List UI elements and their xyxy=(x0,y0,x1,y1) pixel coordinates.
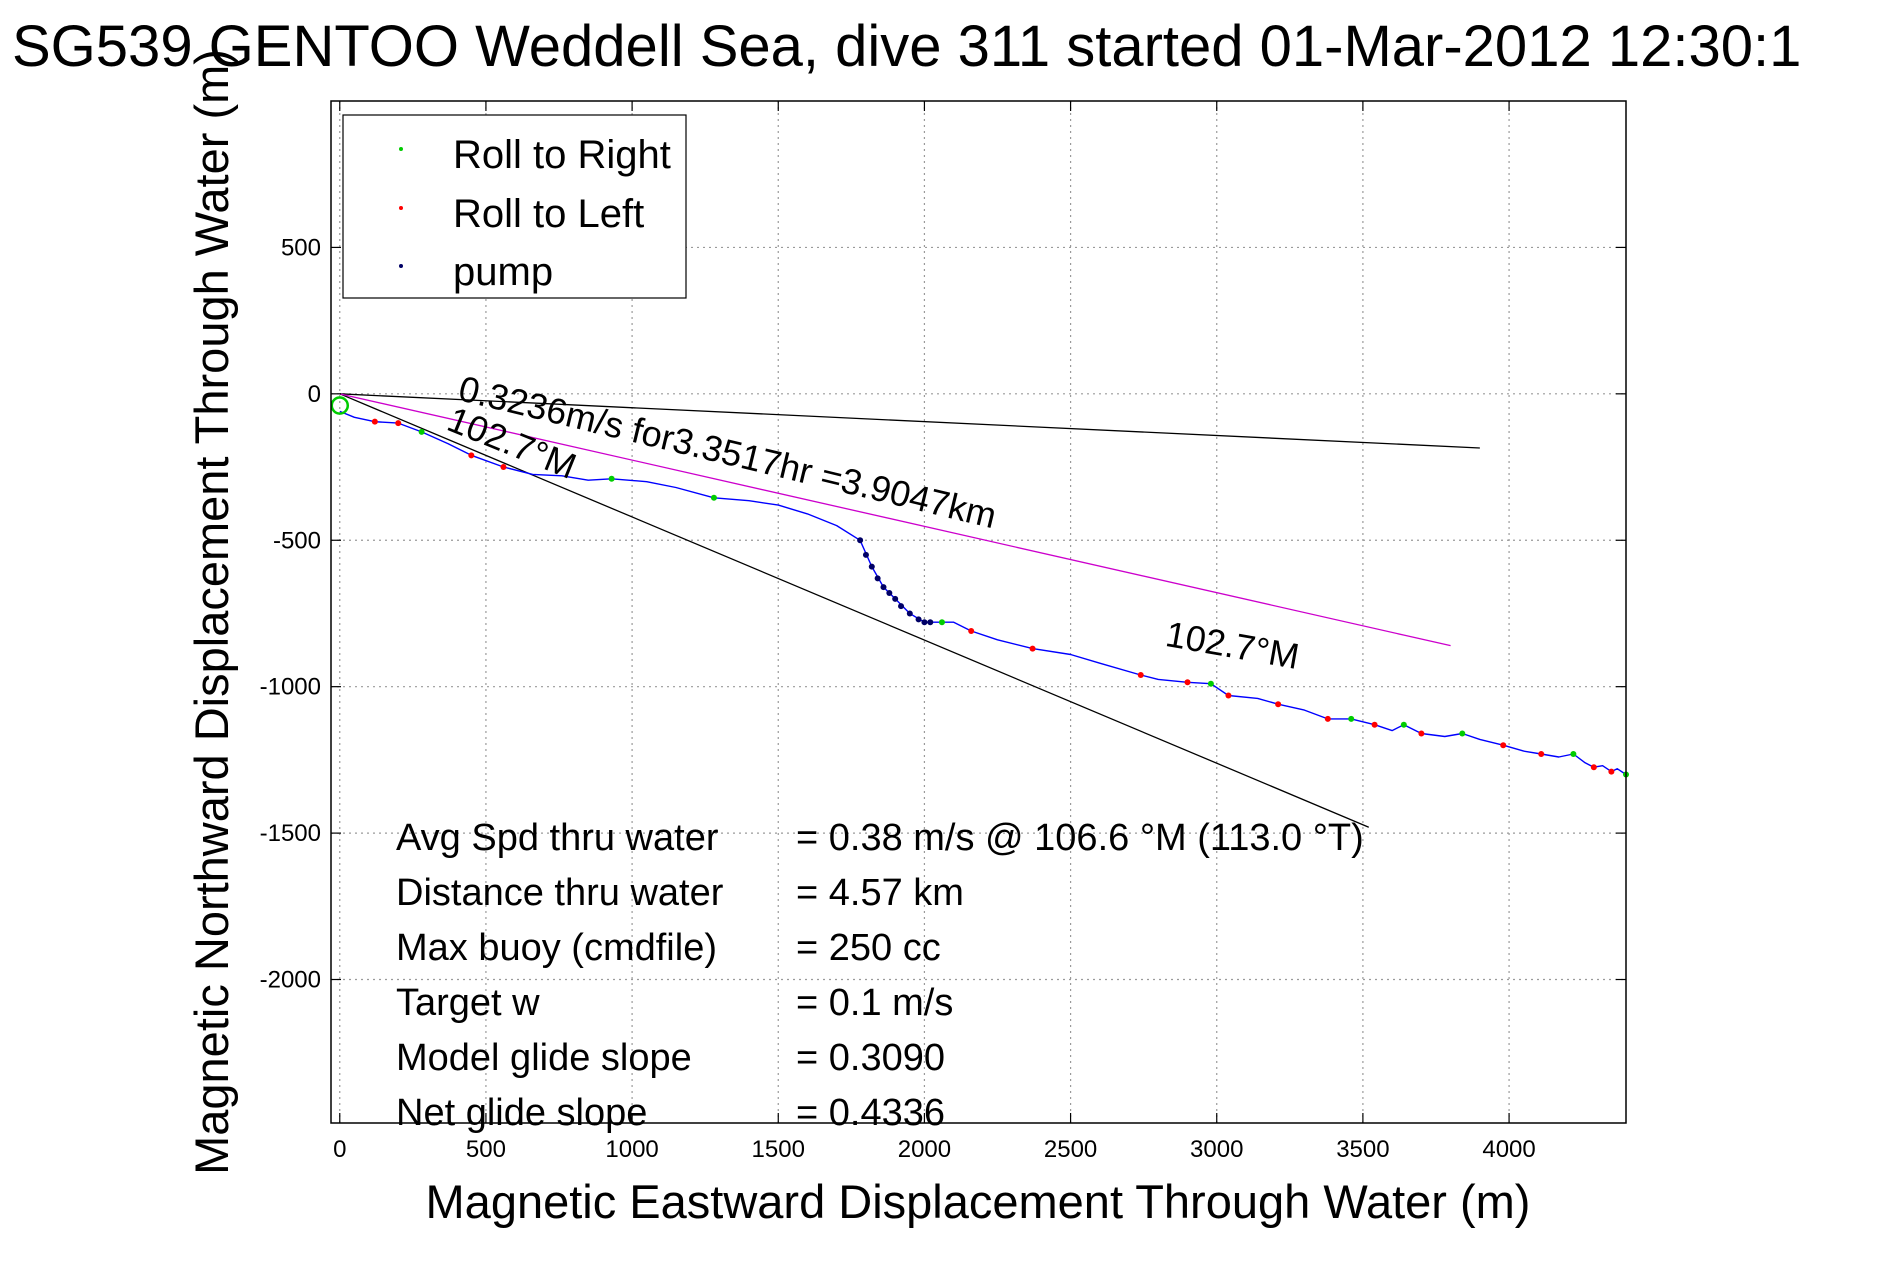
roll-left-point xyxy=(1029,645,1036,652)
legend-pump-label: pump xyxy=(453,250,553,294)
ticks-layer: 0 500 1000 1500 2000 2500 3000 3500 4000 500 0 -500… xyxy=(260,101,1626,1163)
x-tick-label: 3000 xyxy=(1190,1136,1243,1163)
roll-right-point xyxy=(1207,680,1214,687)
roll-left-point xyxy=(1137,671,1144,678)
roll-left-point xyxy=(1275,701,1282,708)
grid-layer xyxy=(331,101,1626,1123)
roll-right-point xyxy=(608,475,615,482)
roll-left-point xyxy=(968,628,975,635)
legend-roll-right-marker xyxy=(399,147,403,151)
stats-block: Avg Spd thru water = 0.38 m/s @ 106.6 °M… xyxy=(396,817,1364,1134)
roll-right-point xyxy=(418,428,425,435)
legend: Roll to Right Roll to Left pump xyxy=(342,114,687,299)
y-tick-label: -1000 xyxy=(260,674,321,701)
stat-value-avg-speed: = 0.38 m/s @ 106.6 °M (113.0 °T) xyxy=(796,817,1364,859)
legend-roll-left-label: Roll to Left xyxy=(453,192,644,236)
stat-value-target-w: = 0.1 m/s xyxy=(796,982,953,1024)
roll-left-point xyxy=(1371,721,1378,728)
x-tick-label: 1500 xyxy=(752,1136,805,1163)
pump-point xyxy=(892,595,899,602)
y-tick-label: 0 xyxy=(308,381,321,408)
roll-right-point xyxy=(1400,721,1407,728)
points-layer xyxy=(330,396,1629,778)
legend-roll-right-label: Roll to Right xyxy=(453,133,671,177)
roll-left-point xyxy=(468,452,475,459)
roll-right-point xyxy=(1348,715,1355,722)
stat-label-net-glide: Net glide slope xyxy=(396,1092,647,1134)
x-tick-label: 2500 xyxy=(1044,1136,1097,1163)
x-axis-label: Magnetic Eastward Displacement Through W… xyxy=(426,1175,1531,1228)
pump-point xyxy=(927,619,934,626)
x-tick-label: 2000 xyxy=(898,1136,951,1163)
stat-value-max-buoy: = 250 cc xyxy=(796,927,941,969)
stat-label-model-glide: Model glide slope xyxy=(396,1037,692,1079)
x-tick-label: 500 xyxy=(466,1136,506,1163)
y-tick-label: -2000 xyxy=(260,967,321,994)
y-tick-label: -500 xyxy=(273,527,321,554)
current-line xyxy=(339,393,1480,449)
roll-left-point xyxy=(1225,692,1232,699)
pump-point xyxy=(857,537,864,544)
roll-left-point xyxy=(395,420,402,427)
roll-right-point xyxy=(1459,730,1466,737)
roll-left-point xyxy=(500,464,507,471)
stat-label-max-buoy: Max buoy (cmdfile) xyxy=(396,927,717,969)
y-tick-label: 500 xyxy=(281,234,321,261)
pump-point xyxy=(880,584,887,591)
roll-left-point xyxy=(1184,679,1191,686)
x-tick-label: 1000 xyxy=(605,1136,658,1163)
pump-point xyxy=(921,619,928,626)
roll-right-point xyxy=(1570,751,1577,758)
roll-left-point xyxy=(1538,751,1545,758)
stat-value-model-glide: = 0.3090 xyxy=(796,1037,945,1079)
chart-title: SG539 GENTOO Weddell Sea, dive 311 start… xyxy=(12,14,1801,79)
roll-left-point xyxy=(1608,768,1615,775)
pump-point xyxy=(868,563,875,570)
stat-value-distance: = 4.57 km xyxy=(796,872,964,914)
stat-value-net-glide: = 0.4336 xyxy=(796,1092,945,1134)
roll-left-point xyxy=(1500,742,1507,749)
pump-point xyxy=(915,616,922,623)
pump-point xyxy=(886,589,893,596)
x-tick-label: 4000 xyxy=(1482,1136,1535,1163)
legend-pump-marker xyxy=(399,264,403,268)
speed-line xyxy=(339,393,1451,647)
y-axis-label: Magnetic Northward Displacement Through … xyxy=(185,49,238,1175)
roll-left-point xyxy=(1590,764,1597,771)
plot-frame xyxy=(330,100,1627,1124)
x-tick-label: 0 xyxy=(333,1136,346,1163)
glider-track-line xyxy=(339,410,1627,776)
y-tick-label: -1500 xyxy=(260,820,321,847)
legend-roll-left-marker xyxy=(399,206,403,210)
pump-point xyxy=(898,603,905,610)
lines-layer xyxy=(339,393,1627,828)
roll-left-point xyxy=(1418,730,1425,737)
pump-point xyxy=(862,551,869,558)
stat-label-avg-speed: Avg Spd thru water xyxy=(396,817,719,859)
stat-label-target-w: Target w xyxy=(396,982,540,1024)
heading-line xyxy=(339,393,1370,828)
start-marker xyxy=(330,396,350,415)
roll-right-point xyxy=(710,494,717,501)
roll-right-point xyxy=(938,619,945,626)
roll-left-point xyxy=(371,418,378,425)
pump-point xyxy=(906,610,913,617)
stat-label-distance: Distance thru water xyxy=(396,872,724,914)
x-tick-label: 3500 xyxy=(1336,1136,1389,1163)
pump-point xyxy=(874,575,881,582)
roll-left-point xyxy=(1324,715,1331,722)
